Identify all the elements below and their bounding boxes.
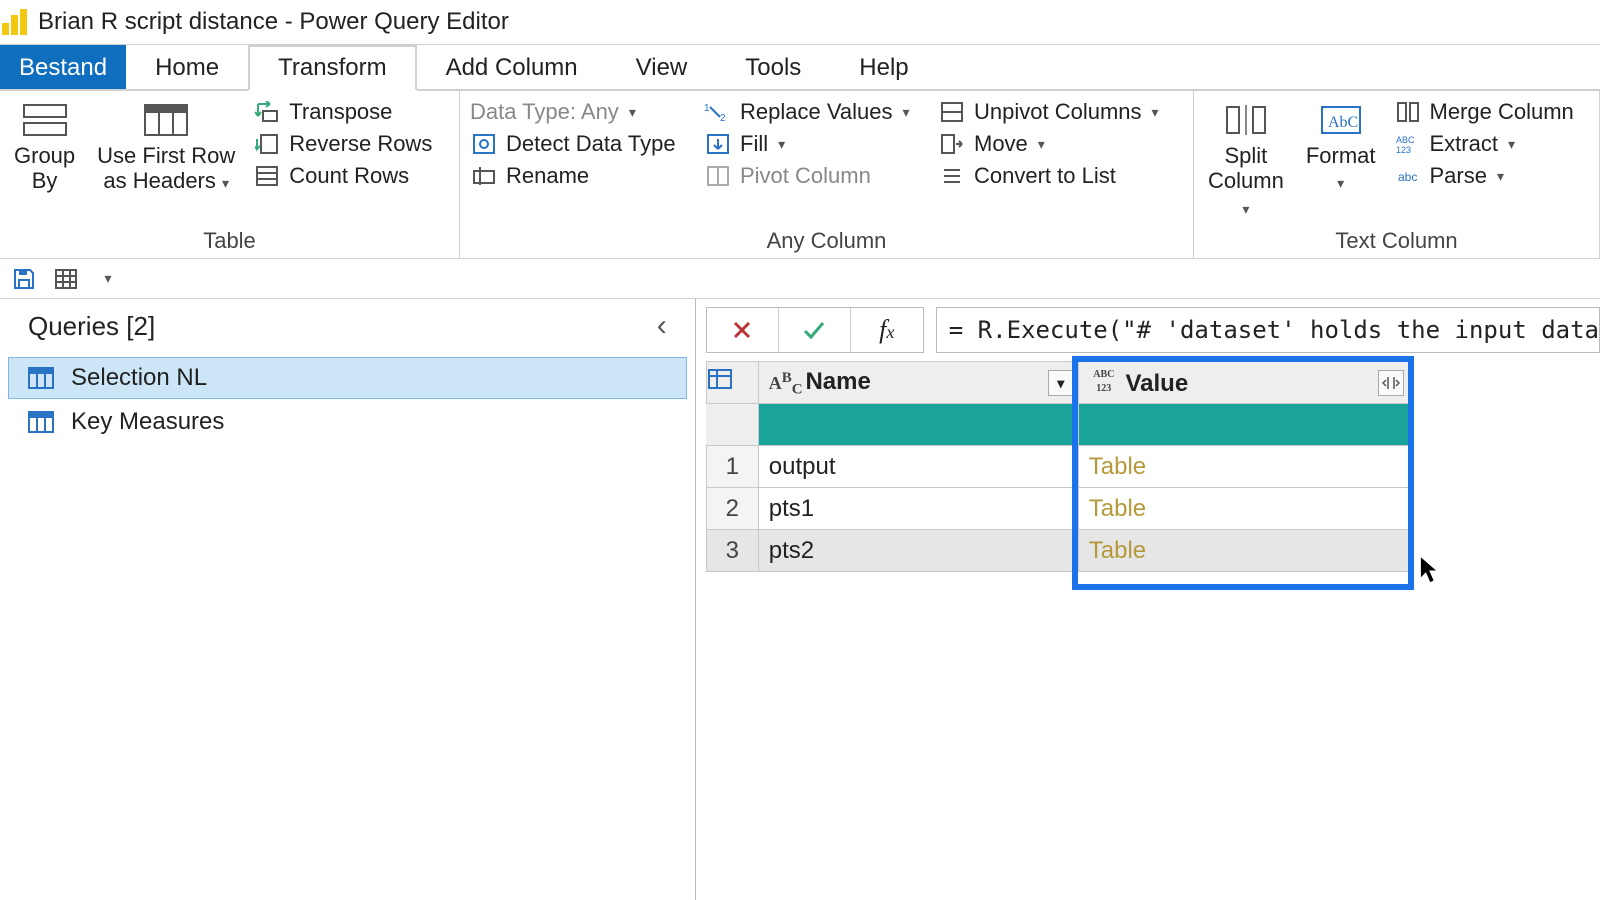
- fill-icon: [704, 131, 732, 157]
- window-title: Brian R script distance - Power Query Ed…: [38, 8, 509, 36]
- menu-home[interactable]: Home: [126, 45, 248, 89]
- transpose-button[interactable]: Transpose: [253, 99, 432, 125]
- svg-text:AbC: AbC: [1328, 114, 1358, 131]
- transpose-icon: [253, 99, 281, 125]
- column-type-text-icon: ABC: [769, 371, 799, 398]
- format-icon: AbC: [1317, 101, 1365, 139]
- reverse-rows-button[interactable]: Reverse Rows: [253, 131, 432, 157]
- menu-help[interactable]: Help: [830, 45, 937, 89]
- to-list-icon: [938, 163, 966, 189]
- pivot-column-button[interactable]: Pivot Column: [704, 163, 924, 189]
- cell-value[interactable]: Table: [1078, 488, 1408, 530]
- extract-icon: ABC123: [1394, 131, 1422, 157]
- group-label-text-column: Text Column: [1204, 226, 1589, 258]
- cell-name[interactable]: pts1: [758, 488, 1078, 530]
- group-by-icon: [21, 101, 69, 139]
- split-column-icon: [1222, 101, 1270, 139]
- table-icon: [27, 410, 55, 434]
- column-type-any-icon: ABC123: [1089, 367, 1119, 395]
- svg-text:123: 123: [1396, 145, 1411, 155]
- formula-fx-button[interactable]: fx: [851, 308, 923, 352]
- queries-header: Queries [2]: [28, 311, 155, 342]
- move-button[interactable]: Move▾: [938, 131, 1168, 157]
- cell-name[interactable]: output: [758, 446, 1078, 488]
- svg-text:abc: abc: [1398, 170, 1417, 184]
- split-column-button[interactable]: Split Column▾: [1204, 97, 1288, 223]
- column-header-value[interactable]: ABC123 Value: [1078, 362, 1408, 404]
- formula-bar[interactable]: = R.Execute("# 'dataset' holds the input…: [936, 307, 1600, 353]
- reverse-rows-icon: [253, 131, 281, 157]
- menu-view[interactable]: View: [607, 45, 717, 89]
- query-label: Selection NL: [71, 364, 207, 392]
- table-row[interactable]: 2pts1Table: [706, 488, 1408, 530]
- merge-icon: [1394, 99, 1422, 125]
- group-by-button[interactable]: Group By: [10, 97, 79, 198]
- svg-text:ABC: ABC: [1396, 135, 1415, 145]
- formula-cancel-button[interactable]: [707, 308, 779, 352]
- table-view-button[interactable]: [52, 265, 80, 293]
- row-number: 3: [706, 530, 758, 572]
- detect-icon: [470, 131, 498, 157]
- formula-confirm-button[interactable]: [779, 308, 851, 352]
- collapse-queries-button[interactable]: ‹: [657, 309, 675, 343]
- app-icon: [2, 9, 28, 35]
- cell-value[interactable]: Table: [1078, 530, 1408, 572]
- first-row-headers-icon: [142, 101, 190, 139]
- value-expand-button[interactable]: [1378, 370, 1404, 396]
- pivot-icon: [704, 163, 732, 189]
- detect-data-type-button[interactable]: Detect Data Type: [470, 131, 690, 157]
- move-icon: [938, 131, 966, 157]
- svg-text:1: 1: [704, 103, 710, 114]
- column-header-name[interactable]: ABC Name ▾: [758, 362, 1078, 404]
- format-button[interactable]: AbC Format▾: [1302, 97, 1380, 198]
- name-filter-button[interactable]: ▾: [1048, 370, 1074, 396]
- row-number: 1: [706, 446, 758, 488]
- table-icon: [27, 366, 55, 390]
- extract-button[interactable]: ABC123 Extract▾: [1394, 131, 1574, 157]
- unpivot-icon: [938, 99, 966, 125]
- data-type-button[interactable]: Data Type: Any▾: [470, 99, 690, 125]
- cell-value[interactable]: Table: [1078, 446, 1408, 488]
- replace-values-icon: 12: [704, 99, 732, 125]
- parse-icon: abc: [1394, 163, 1422, 189]
- first-row-headers-button[interactable]: Use First Row as Headers ▾: [93, 97, 239, 198]
- menu-transform[interactable]: Transform: [248, 45, 416, 91]
- group-label-any-column: Any Column: [470, 226, 1183, 258]
- convert-to-list-button[interactable]: Convert to List: [938, 163, 1168, 189]
- menu-tools[interactable]: Tools: [716, 45, 830, 89]
- svg-text:2: 2: [720, 113, 726, 123]
- row-number: 2: [706, 488, 758, 530]
- unpivot-columns-button[interactable]: Unpivot Columns▾: [938, 99, 1168, 125]
- parse-button[interactable]: abc Parse▾: [1394, 163, 1574, 189]
- menu-bestand[interactable]: Bestand: [0, 45, 126, 89]
- quick-dropdown-button[interactable]: ▾: [94, 265, 122, 293]
- menu-add-column[interactable]: Add Column: [417, 45, 607, 89]
- count-rows-icon: [253, 163, 281, 189]
- query-label: Key Measures: [71, 408, 224, 436]
- table-row[interactable]: 3pts2Table: [706, 530, 1408, 572]
- rename-icon: [470, 163, 498, 189]
- cursor-icon: [1418, 555, 1442, 585]
- table-row[interactable]: 1outputTable: [706, 446, 1408, 488]
- query-item[interactable]: Selection NL: [8, 357, 687, 399]
- rename-button[interactable]: Rename: [470, 163, 690, 189]
- group-label-table: Table: [10, 226, 449, 258]
- save-button[interactable]: [10, 265, 38, 293]
- replace-values-button[interactable]: 12 Replace Values▾: [704, 99, 924, 125]
- menu-bar: Bestand Home Transform Add Column View T…: [0, 45, 1600, 91]
- query-item[interactable]: Key Measures: [8, 401, 687, 443]
- cell-name[interactable]: pts2: [758, 530, 1078, 572]
- fill-button[interactable]: Fill▾: [704, 131, 924, 157]
- grid-corner-button[interactable]: [706, 362, 758, 404]
- merge-columns-button[interactable]: Merge Column: [1394, 99, 1574, 125]
- count-rows-button[interactable]: Count Rows: [253, 163, 432, 189]
